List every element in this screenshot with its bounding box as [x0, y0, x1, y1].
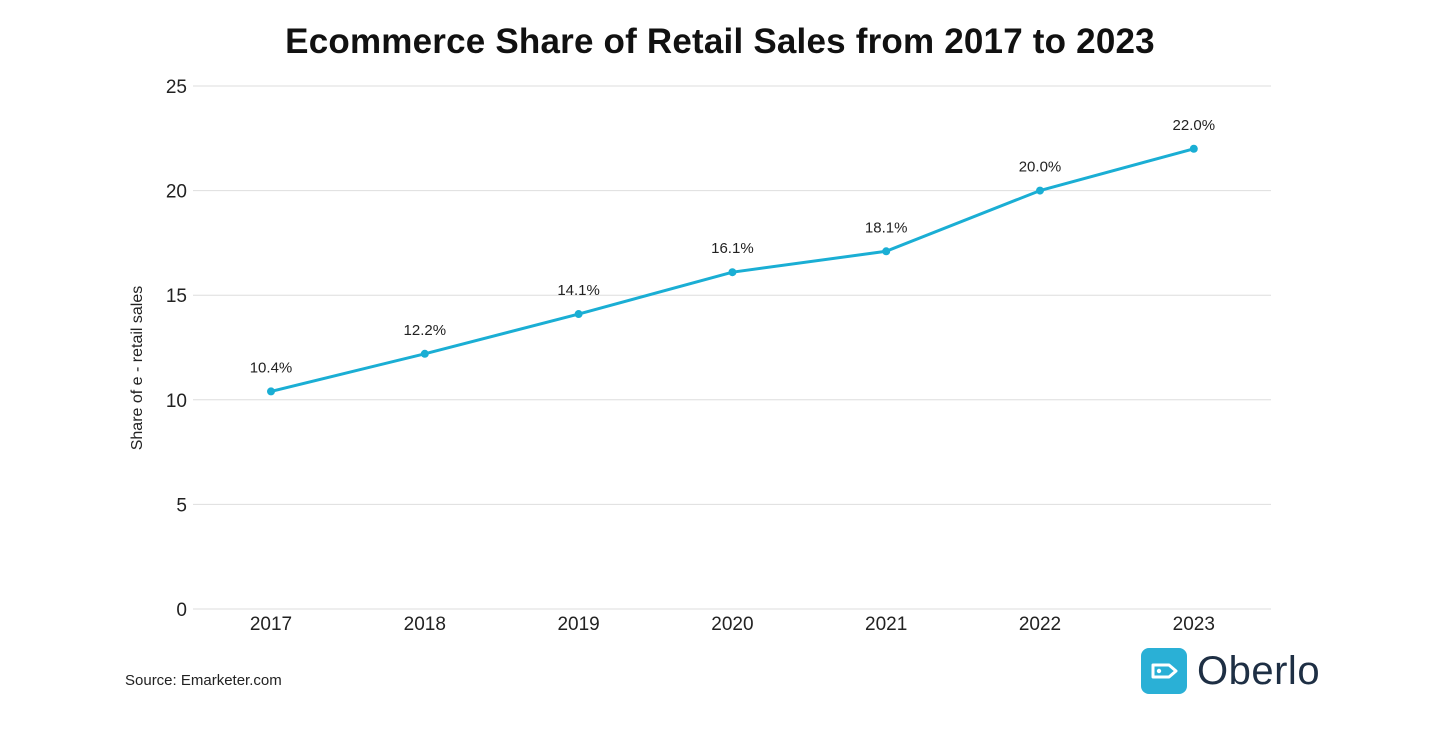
y-tick-label: 15: [166, 286, 187, 307]
data-point: [728, 268, 737, 277]
x-tick-label: 2023: [1173, 614, 1215, 635]
x-tick-label: 2019: [557, 614, 599, 635]
data-label: 12.2%: [404, 322, 447, 339]
x-tick-label: 2017: [250, 614, 292, 635]
y-tick-label: 25: [166, 77, 187, 98]
x-tick-label: 2018: [404, 614, 446, 635]
x-tick-label: 2020: [711, 614, 753, 635]
data-label: 22.0%: [1173, 117, 1216, 134]
data-label: 20.0%: [1019, 159, 1062, 176]
data-label: 14.1%: [557, 282, 600, 299]
data-point: [420, 349, 429, 358]
data-label: 18.1%: [865, 219, 908, 236]
y-tick-label: 20: [166, 182, 187, 203]
tag-icon: [1141, 648, 1187, 694]
y-tick-label: 10: [166, 391, 187, 412]
x-tick-label: 2021: [865, 614, 907, 635]
data-label: 16.1%: [711, 240, 754, 257]
data-point: [574, 310, 583, 319]
data-point: [1189, 144, 1198, 153]
data-point: [1036, 186, 1044, 195]
source-note: Source: Emarketer.com: [125, 672, 282, 689]
x-axis-ticks: 2017 2018 2019 2020 2021 2022 2023: [250, 614, 1215, 635]
chart-title: Ecommerce Share of Retail Sales from 201…: [285, 22, 1155, 61]
data-label: 10.4%: [250, 359, 293, 376]
gridlines: [193, 85, 1271, 610]
data-labels: 10.4% 12.2% 14.1% 16.1% 18.1% 20.0% 22.0%: [250, 117, 1215, 377]
y-tick-label: 5: [176, 495, 187, 516]
data-point: [882, 247, 891, 256]
y-tick-label: 0: [176, 600, 187, 621]
brand-name: Oberlo: [1197, 649, 1321, 693]
y-axis-label: Share of e - retail sales: [129, 286, 146, 451]
data-point: [267, 387, 275, 396]
oberlo-logo: Oberlo: [1141, 648, 1320, 694]
x-tick-label: 2022: [1019, 614, 1061, 635]
y-axis-ticks: 0 5 10 15 20 25: [166, 77, 187, 621]
series: [267, 144, 1198, 396]
